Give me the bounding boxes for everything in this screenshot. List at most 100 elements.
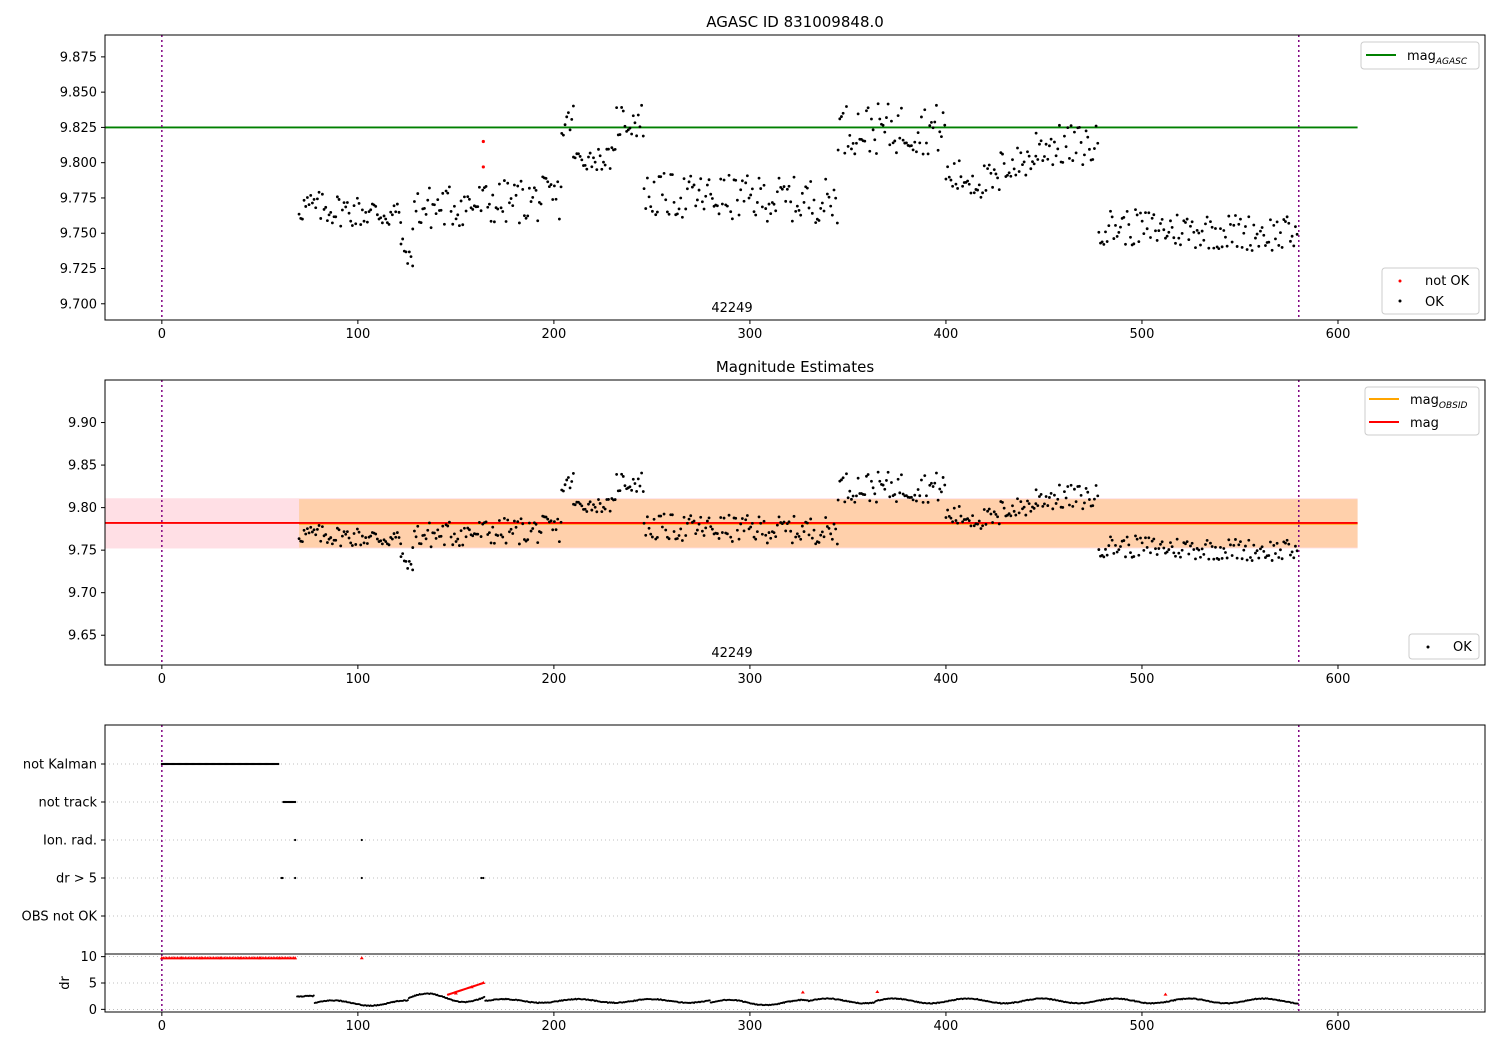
data-point (812, 198, 816, 202)
data-point (928, 483, 932, 487)
data-point (1192, 548, 1196, 551)
data-point (1049, 137, 1053, 141)
data-point (1260, 226, 1264, 229)
data-point (1068, 503, 1071, 507)
panel-1-legend-points: not OK OK (1381, 267, 1480, 315)
data-point (359, 543, 363, 547)
data-point (807, 533, 811, 537)
flag-label: not Kalman (23, 758, 97, 773)
data-point (1105, 553, 1109, 557)
data-point (347, 536, 351, 540)
data-point (1119, 225, 1122, 229)
data-point (1202, 238, 1206, 242)
data-point (1172, 551, 1176, 555)
data-point (1068, 156, 1071, 160)
data-point (865, 109, 868, 113)
data-point (517, 542, 521, 546)
data-point (1137, 553, 1141, 557)
data-point (603, 507, 607, 511)
data-point (413, 529, 416, 533)
data-point (911, 498, 915, 502)
flag-label: OBS not OK (22, 910, 98, 925)
y-tick-label: 9.800 (60, 156, 97, 171)
panel-1-legend-lines: magAGASC (1360, 41, 1480, 70)
data-point (824, 177, 828, 181)
data-point (496, 207, 500, 211)
data-point (749, 193, 753, 197)
data-point (325, 541, 329, 544)
data-point (883, 487, 887, 491)
data-point (375, 213, 379, 217)
data-point (395, 531, 399, 534)
data-point (539, 531, 543, 534)
data-point (570, 117, 574, 121)
data-point (1147, 211, 1151, 215)
data-point (856, 112, 860, 116)
data-point (1209, 220, 1212, 224)
data-point (644, 207, 648, 210)
dr-point (483, 995, 486, 998)
data-point (492, 541, 496, 545)
data-point (1139, 536, 1142, 540)
data-point (587, 155, 590, 159)
data-point (984, 188, 988, 192)
data-point (1219, 545, 1222, 549)
data-point (772, 531, 776, 535)
data-point (1026, 499, 1029, 503)
data-point (672, 200, 676, 204)
data-point (1220, 245, 1224, 249)
data-point (992, 510, 996, 514)
legend-label-not-ok: not OK (1425, 274, 1470, 289)
data-point (628, 126, 632, 130)
data-point (509, 527, 513, 531)
data-point (1175, 537, 1179, 541)
data-point (836, 498, 840, 502)
data-point (1039, 139, 1043, 143)
data-point (750, 521, 754, 525)
data-point (1058, 483, 1061, 487)
data-point (380, 542, 384, 546)
data-point (1244, 225, 1247, 228)
data-point (997, 188, 1001, 192)
data-point (556, 180, 560, 184)
dr-flagged-point (482, 981, 485, 985)
data-point (1275, 220, 1279, 224)
data-point (1227, 538, 1231, 542)
data-point (747, 527, 751, 531)
data-point (994, 172, 998, 176)
data-point (1102, 555, 1106, 559)
data-point (1272, 544, 1276, 547)
data-point (1215, 245, 1219, 249)
data-point (1053, 493, 1056, 497)
data-point (935, 103, 938, 107)
data-point (350, 544, 354, 547)
data-point (497, 519, 501, 522)
panel-2-title: Magnitude Estimates (716, 358, 874, 376)
data-point (873, 492, 877, 496)
data-point (399, 542, 403, 546)
data-point (687, 517, 691, 521)
data-point (352, 532, 356, 535)
data-point (592, 503, 595, 507)
dr-flagged-point (1163, 992, 1168, 996)
data-point (573, 156, 577, 160)
data-point (684, 207, 688, 211)
data-point (949, 178, 953, 182)
data-point (394, 535, 398, 539)
data-point (812, 528, 816, 532)
data-point (830, 213, 834, 217)
data-point (697, 522, 701, 526)
data-point (1245, 558, 1249, 562)
data-point (309, 525, 313, 529)
data-point (309, 193, 313, 197)
data-point (441, 524, 445, 528)
data-point (707, 516, 711, 520)
data-point (1009, 514, 1013, 518)
data-point (399, 221, 403, 224)
data-point (954, 519, 958, 522)
data-point (692, 519, 696, 523)
data-point (359, 223, 363, 226)
data-point (737, 213, 741, 217)
data-point (1031, 160, 1034, 164)
data-point (944, 177, 948, 181)
